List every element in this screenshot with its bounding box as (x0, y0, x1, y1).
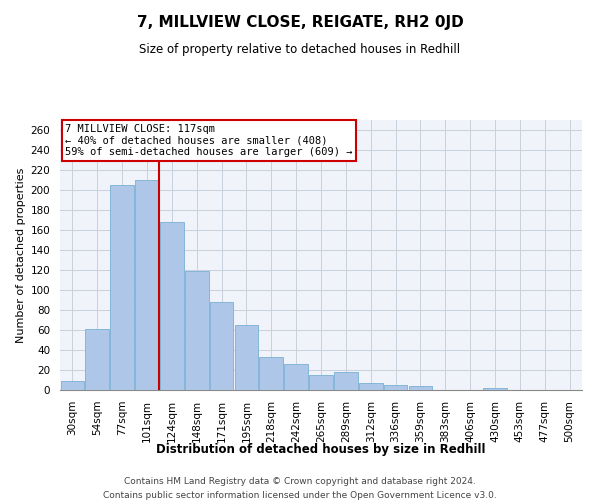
Text: Contains public sector information licensed under the Open Government Licence v3: Contains public sector information licen… (103, 491, 497, 500)
Bar (110, 185, 134, 390)
Text: Size of property relative to detached houses in Redhill: Size of property relative to detached ho… (139, 42, 461, 56)
Bar (185, 271, 209, 390)
Bar (359, 383, 383, 390)
Text: Contains HM Land Registry data © Crown copyright and database right 2024.: Contains HM Land Registry data © Crown c… (124, 478, 476, 486)
Bar (409, 386, 432, 390)
Text: 7 MILLVIEW CLOSE: 117sqm
← 40% of detached houses are smaller (408)
59% of semi-: 7 MILLVIEW CLOSE: 117sqm ← 40% of detach… (65, 124, 353, 157)
Bar (85, 329, 109, 390)
Bar (334, 372, 358, 390)
Bar (160, 222, 184, 390)
Bar (135, 180, 159, 390)
Bar (259, 357, 283, 390)
Bar (61, 381, 84, 390)
Bar (483, 388, 507, 390)
Bar (309, 375, 333, 390)
Bar (384, 385, 407, 390)
Text: Distribution of detached houses by size in Redhill: Distribution of detached houses by size … (156, 442, 486, 456)
Text: 7, MILLVIEW CLOSE, REIGATE, RH2 0JD: 7, MILLVIEW CLOSE, REIGATE, RH2 0JD (137, 15, 463, 30)
Y-axis label: Number of detached properties: Number of detached properties (16, 168, 26, 342)
Bar (284, 364, 308, 390)
Bar (210, 302, 233, 390)
Bar (235, 325, 258, 390)
